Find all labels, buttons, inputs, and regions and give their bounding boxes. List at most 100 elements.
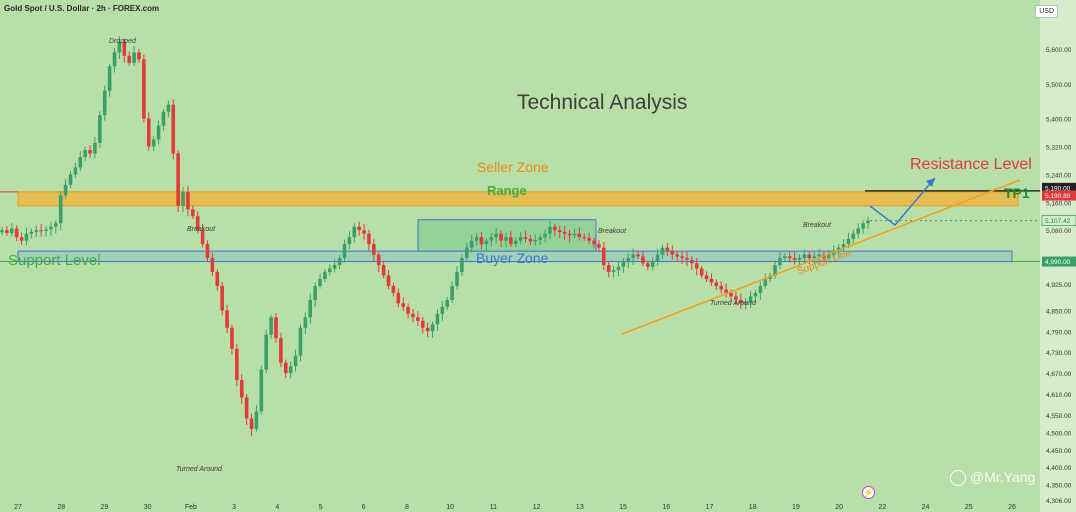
candle-body [792,258,797,260]
y-tick-label: 5,240.00 [1046,172,1072,179]
candle-body [509,237,513,245]
candle-body [171,104,176,154]
candle-body [146,118,151,147]
candle-body [724,289,728,293]
candle-body [719,285,724,290]
candle-body [450,285,454,300]
candle-body [611,270,616,273]
tp1-label: TP1 [1004,185,1030,201]
candle-body [230,327,234,349]
candle-body [367,233,371,245]
x-tick-label: 26 [1008,504,1016,511]
candle-body [391,285,396,293]
y-tick-label: 5,600.00 [1046,47,1072,54]
x-tick-label: 15 [619,504,627,511]
candle-body [420,320,425,328]
y-tick-label: 5,320.00 [1046,145,1072,152]
candle-body [288,366,293,374]
x-tick-label: Feb [185,504,197,511]
lightning-icon[interactable]: ⚡ [862,486,875,499]
candle-body [582,237,587,239]
y-tick-label: 4,790.00 [1046,329,1072,336]
x-tick-label: 25 [965,504,973,511]
x-tick-label: 20 [835,504,843,511]
currency-button[interactable]: USD [1035,5,1058,18]
candle-body [655,254,660,262]
candle-body [465,247,469,259]
y-tick-label: 4,925.00 [1046,282,1072,289]
candle-body [49,226,53,230]
support-trend-line [621,179,1021,335]
candle-body [401,303,405,307]
candle-body [323,272,327,279]
candle-body [601,247,606,266]
candle-body [518,237,523,241]
price-label-text: 5,107.42 [1045,218,1071,225]
x-tick-label: 13 [576,504,584,511]
candle-body [303,317,308,328]
candle-body [239,380,244,398]
candle-body [181,191,185,206]
candle-body [191,209,195,217]
y-tick-label: 4,550.00 [1046,413,1072,420]
x-tick-label: 24 [922,504,930,511]
candle-body [435,313,440,325]
candle-body [538,237,542,240]
x-tick-label: 11 [490,504,497,511]
candle-body [665,247,670,252]
price-label-box [1042,190,1076,201]
candle-body [802,254,807,259]
candle-body [523,237,528,239]
x-tick-label: 28 [57,504,65,511]
candle-body [151,139,156,147]
candle-body [773,265,777,276]
candle-body [200,230,205,245]
candle-body [660,247,665,255]
y-tick-label: 5,080.00 [1046,228,1072,235]
breakout-annotation-1: Breakout [187,226,216,233]
overlays [621,177,1021,335]
y-tick-label: 4,450.00 [1046,448,1072,455]
candle-body [264,334,269,370]
x-tick-label: 12 [533,504,541,511]
candle-body [176,153,180,206]
candle-body [78,156,83,168]
y-tick-label: 4,730.00 [1046,350,1072,357]
candle-body [34,230,39,232]
candle-body [308,299,313,318]
candle-body [841,244,846,248]
price-label-box [1042,256,1076,267]
candle-body [685,258,689,260]
candle-body [117,41,122,53]
candle-body [445,299,450,307]
breakout-annotation-2: Breakout [598,228,627,235]
candle-body [553,226,557,231]
candle-body [577,233,582,238]
x-tick-label: 30 [144,504,152,511]
candle-body [293,355,298,367]
candle-body [851,233,856,239]
y-tick-label: 4,400.00 [1046,465,1072,472]
candle-body [484,240,489,245]
projection-path [869,177,936,227]
candle-body [313,285,317,300]
candle-body [161,111,166,126]
x-tick-label: 29 [101,504,109,511]
candle-body [396,292,401,304]
price-axis: 5,600.00 5,500.00 5,400.00 5,320.00 5,240.00… [1041,47,1076,505]
candle-body [562,231,567,234]
candle-body [504,237,508,241]
candle-body [122,41,127,56]
candle-body [474,237,479,241]
y-tick-label: 4,350.00 [1046,483,1072,490]
seller-zone-label: Seller Zone [477,159,549,175]
candle-body [93,143,97,154]
candle-body [63,184,68,196]
candle-body [279,338,283,363]
candle-body [783,256,787,259]
candle-body [318,278,322,286]
dropped-annotation: Dropped [109,38,136,45]
candle-body [347,237,352,245]
candle-body [680,256,684,259]
